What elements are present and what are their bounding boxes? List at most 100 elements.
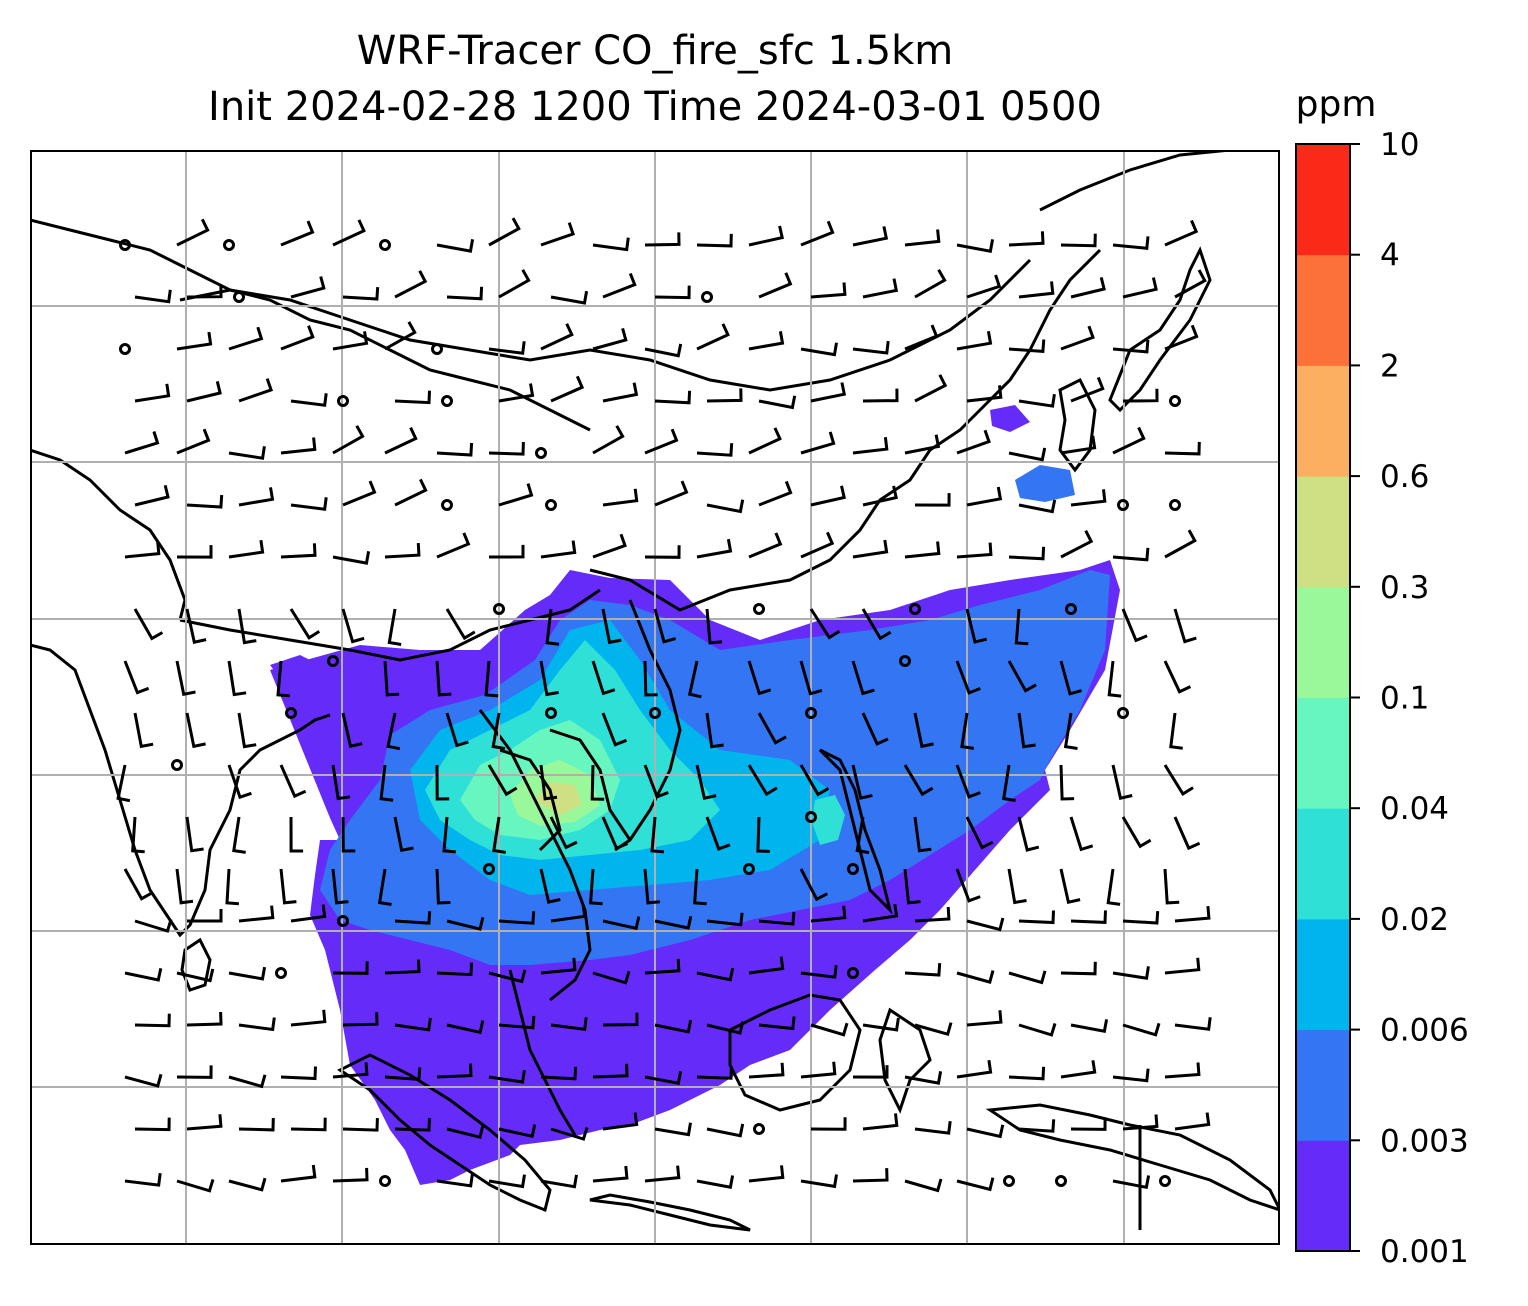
wind-barb — [706, 388, 743, 403]
wind-barb — [116, 764, 131, 803]
wind-barb — [1018, 281, 1055, 299]
wind-barb — [914, 1121, 952, 1135]
wind-barb — [332, 961, 369, 975]
calm-wind-marker — [909, 603, 921, 615]
wind-barb — [1070, 376, 1105, 403]
wind-barb — [540, 1066, 578, 1081]
wind-barb — [1070, 1117, 1107, 1131]
wind-barb — [436, 442, 474, 457]
wind-barb — [394, 1017, 432, 1032]
wind-barb — [592, 1165, 629, 1183]
thailand-border — [499, 748, 562, 852]
wind-barb — [799, 764, 830, 797]
wind-barb — [186, 381, 222, 403]
wind-barb — [176, 331, 213, 351]
indochina-coast — [478, 709, 592, 1002]
colorbar-ticks: 0.001 0.003 0.006 0.02 0.04 0.1 0.3 0.6 2 4 10 — [1350, 127, 1469, 1270]
wind-barb — [228, 326, 264, 351]
wind-barb — [800, 1174, 838, 1189]
colorbar-band — [1296, 1029, 1350, 1141]
calm-wind-marker — [119, 343, 131, 355]
wind-barb — [852, 539, 889, 559]
wind-barb — [904, 1178, 943, 1193]
calm-wind-marker — [899, 655, 911, 667]
wind-barb — [186, 1114, 223, 1131]
wind-barb — [1060, 233, 1097, 248]
wind-barb — [331, 764, 351, 801]
wind-barb — [809, 608, 841, 640]
wind-barb — [175, 868, 194, 905]
wind-barb — [279, 764, 307, 799]
wind-barb — [232, 816, 246, 854]
wind-barb — [966, 917, 1005, 932]
wind-barb — [1164, 957, 1201, 975]
wind-barb — [602, 1012, 639, 1027]
wind-barb — [227, 764, 252, 800]
wind-barb — [800, 1061, 837, 1079]
wind-barb — [1014, 608, 1029, 646]
wind-barb — [1070, 489, 1107, 507]
wind-barb — [134, 484, 170, 507]
china-coastline — [589, 248, 1102, 612]
wind-barb — [914, 493, 951, 507]
wind-barb — [1122, 1022, 1161, 1037]
colorbar-tick-label: 0.6 — [1380, 459, 1429, 495]
wind-barb — [966, 274, 1002, 299]
calm-wind-marker — [119, 239, 131, 251]
wind-barb — [748, 956, 785, 975]
wind-barb — [1112, 236, 1150, 250]
wind-barb — [914, 269, 947, 299]
wind-barb — [185, 816, 204, 853]
wind-barb — [492, 816, 506, 854]
wind-barb — [1017, 816, 1040, 852]
wind-barb — [1070, 910, 1107, 924]
calm-wind-marker — [753, 603, 765, 615]
wind-barb — [654, 1019, 693, 1034]
wind-barb — [1018, 499, 1057, 514]
wind-barb — [966, 1124, 1005, 1139]
wind-barb — [757, 712, 787, 745]
wind-barb — [705, 712, 724, 749]
wind-barb — [602, 488, 639, 507]
wind-barb — [1060, 1060, 1097, 1079]
wind-barb — [810, 485, 847, 507]
wind-barb — [1063, 712, 1078, 750]
wind-barb — [706, 1123, 745, 1138]
wind-barb — [342, 480, 377, 507]
wind-barb — [653, 608, 676, 644]
wind-barb — [644, 958, 681, 975]
wind-barb — [696, 443, 734, 457]
wind-barb — [914, 906, 951, 923]
wind-barb — [592, 237, 630, 252]
wind-barb — [133, 608, 164, 641]
wind-barb — [332, 219, 366, 247]
wind-barb — [134, 289, 172, 304]
calm-wind-marker — [275, 967, 287, 979]
wind-barb — [601, 816, 629, 851]
calm-wind-marker — [1065, 603, 1077, 615]
wind-barb — [800, 342, 838, 357]
wind-barb — [1017, 712, 1036, 749]
wind-barb — [341, 816, 356, 853]
calm-wind-marker — [483, 863, 495, 875]
colorbar-tick-label: 0.1 — [1380, 681, 1429, 717]
pakistan-border — [30, 448, 187, 621]
map-title-line1: WRF-Tracer CO_fire_sfc 1.5km — [356, 28, 954, 74]
wind-barb — [810, 1117, 847, 1131]
wind-barb — [862, 1017, 900, 1032]
wind-barb — [435, 868, 451, 905]
wind-barb — [956, 331, 993, 351]
wind-barb — [696, 1066, 733, 1080]
wind-barb — [862, 278, 899, 299]
laos-border — [549, 728, 632, 841]
wind-barb — [956, 239, 995, 253]
wind-barb — [446, 1125, 485, 1140]
calm-wind-marker — [327, 655, 339, 667]
wind-barb — [1070, 1019, 1109, 1033]
wind-barb — [748, 331, 785, 351]
wind-barb — [187, 909, 223, 923]
wind-barb — [706, 499, 745, 514]
wind-barb — [800, 220, 835, 247]
colorbar: ppm 0.001 0.003 0.006 0.02 0.04 0.1 0.3 0.6 2 4 10 — [1295, 90, 1469, 1270]
wind-barb — [550, 904, 587, 923]
